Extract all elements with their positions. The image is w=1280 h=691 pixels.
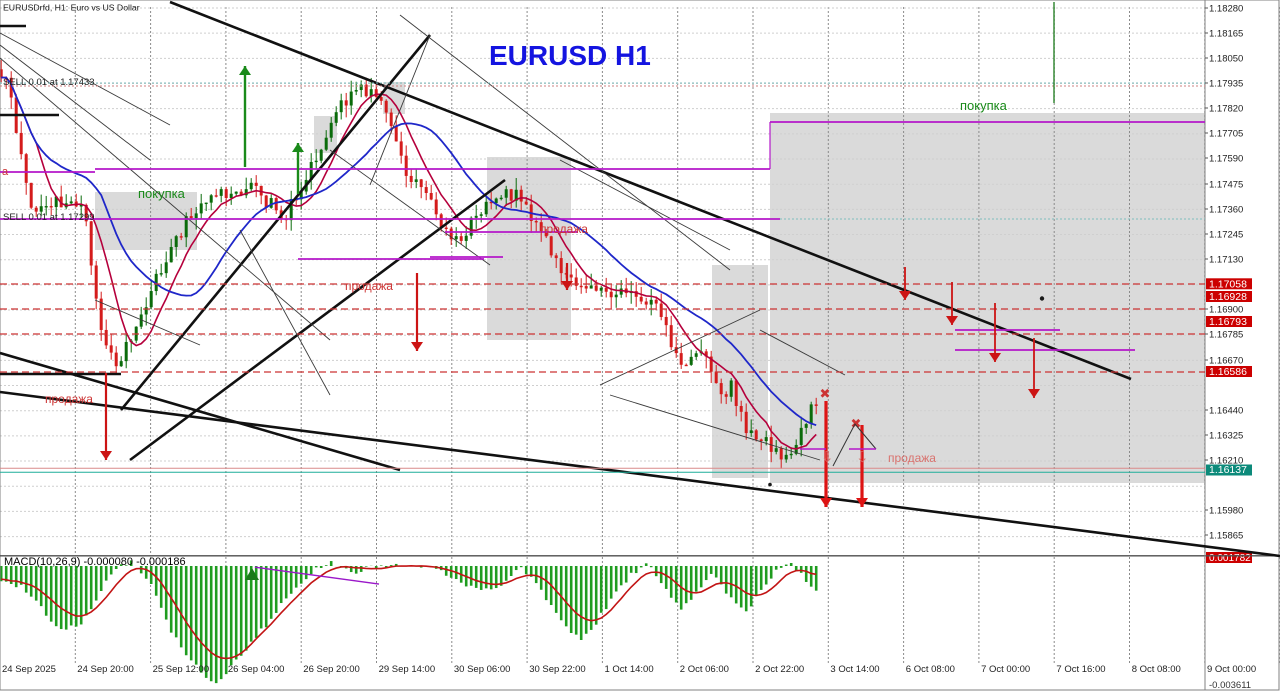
svg-text:9 Oct 00:00: 9 Oct 00:00 [1207,664,1256,675]
svg-text:1.17058: 1.17058 [1209,278,1247,290]
svg-text:3 Oct 14:00: 3 Oct 14:00 [830,664,879,675]
svg-text:6 Oct 08:00: 6 Oct 08:00 [906,664,955,675]
svg-text:покупка: покупка [138,186,186,201]
svg-text:1.16670: 1.16670 [1209,356,1243,367]
svg-text:26 Sep 20:00: 26 Sep 20:00 [303,664,360,675]
svg-text:1.16900: 1.16900 [1209,305,1243,316]
svg-text:-0.003611: -0.003611 [1209,680,1251,691]
svg-text:1.16793: 1.16793 [1209,316,1247,328]
svg-text:7 Oct 00:00: 7 Oct 00:00 [981,664,1030,675]
svg-text:покупка: покупка [960,98,1008,113]
svg-text:24 Sep 2025: 24 Sep 2025 [2,664,56,675]
svg-text:1.15980: 1.15980 [1209,506,1243,517]
svg-text:1 Oct 14:00: 1 Oct 14:00 [605,664,654,675]
svg-text:⇩: ⇩ [821,449,834,466]
svg-text:1.17360: 1.17360 [1209,205,1243,216]
svg-text:2 Oct 22:00: 2 Oct 22:00 [755,664,804,675]
svg-text:продажа: продажа [888,451,936,465]
svg-text:1.17130: 1.17130 [1209,255,1243,266]
svg-text:a: a [2,166,9,178]
svg-text:1.16440: 1.16440 [1209,406,1243,417]
svg-text:1.16325: 1.16325 [1209,431,1243,442]
svg-text:25 Sep 12:00: 25 Sep 12:00 [153,664,210,675]
svg-text:1.17820: 1.17820 [1209,104,1243,115]
svg-text:продажа: продажа [345,279,393,293]
svg-text:1.17705: 1.17705 [1209,129,1243,140]
svg-text:1.16785: 1.16785 [1209,330,1243,341]
svg-text:24 Sep 20:00: 24 Sep 20:00 [77,664,134,675]
svg-text:2 Oct 06:00: 2 Oct 06:00 [680,664,729,675]
svg-text:SELL 0.01 at 1.17433: SELL 0.01 at 1.17433 [3,77,95,88]
svg-text:1.16928: 1.16928 [1209,291,1247,303]
svg-text:1.18280: 1.18280 [1209,4,1243,15]
svg-text:1.17590: 1.17590 [1209,154,1243,165]
svg-text:MACD(10,26,9) -0.000080 -0.000: MACD(10,26,9) -0.000080 -0.000186 [4,556,186,568]
svg-text:1.17245: 1.17245 [1209,230,1243,241]
svg-text:1.16586: 1.16586 [1209,366,1247,378]
svg-text:1.18050: 1.18050 [1209,54,1243,65]
svg-text:29 Sep 14:00: 29 Sep 14:00 [379,664,436,675]
svg-text:продажа: продажа [45,392,93,406]
svg-text:EURUSDrfd, H1: Euro vs US Dol: EURUSDrfd, H1: Euro vs US Dollar [3,3,140,13]
svg-text:⇩: ⇩ [856,449,869,466]
svg-text:1.16137: 1.16137 [1209,464,1247,476]
svg-text:SELL 0.01 at 1.17299: SELL 0.01 at 1.17299 [3,212,95,223]
svg-text:1.15865: 1.15865 [1209,531,1243,542]
svg-text:1.17475: 1.17475 [1209,180,1243,191]
svg-text:0.001782: 0.001782 [1209,553,1251,564]
svg-text:26 Sep 04:00: 26 Sep 04:00 [228,664,285,675]
svg-text:30 Sep 22:00: 30 Sep 22:00 [529,664,586,675]
svg-text:30 Sep 06:00: 30 Sep 06:00 [454,664,511,675]
svg-text:✖: ✖ [820,386,831,401]
svg-text:EURUSD H1: EURUSD H1 [489,40,651,71]
svg-text:1.17935: 1.17935 [1209,79,1243,90]
svg-text:продажа: продажа [540,222,588,236]
svg-text:7 Oct 16:00: 7 Oct 16:00 [1056,664,1105,675]
svg-text:8 Oct 08:00: 8 Oct 08:00 [1132,664,1181,675]
svg-text:1.18165: 1.18165 [1209,29,1243,40]
